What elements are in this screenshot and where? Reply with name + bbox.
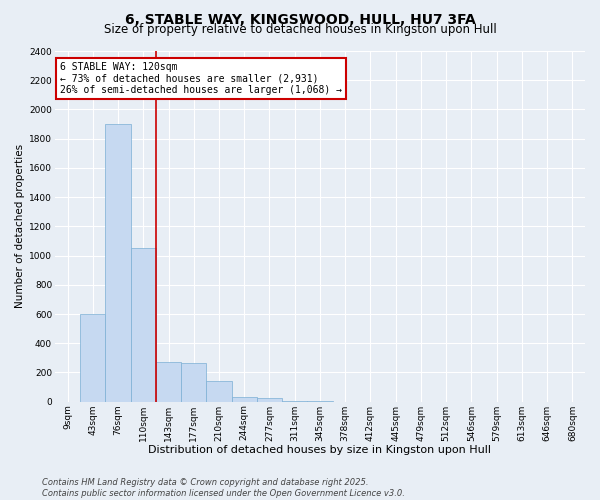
Bar [131,248,156,402]
Bar [106,124,131,402]
Text: Size of property relative to detached houses in Kingston upon Hull: Size of property relative to detached ho… [104,22,496,36]
Bar [80,314,106,402]
Text: Contains HM Land Registry data © Crown copyright and database right 2025.
Contai: Contains HM Land Registry data © Crown c… [42,478,405,498]
Text: 6 STABLE WAY: 120sqm
← 73% of detached houses are smaller (2,931)
26% of semi-de: 6 STABLE WAY: 120sqm ← 73% of detached h… [60,62,342,94]
Bar [282,401,307,402]
X-axis label: Distribution of detached houses by size in Kingston upon Hull: Distribution of detached houses by size … [148,445,491,455]
Bar [181,363,206,402]
Bar [257,398,282,402]
Text: 6, STABLE WAY, KINGSWOOD, HULL, HU7 3FA: 6, STABLE WAY, KINGSWOOD, HULL, HU7 3FA [125,12,475,26]
Bar [206,381,232,402]
Bar [232,398,257,402]
Bar [156,362,181,402]
Y-axis label: Number of detached properties: Number of detached properties [15,144,25,308]
